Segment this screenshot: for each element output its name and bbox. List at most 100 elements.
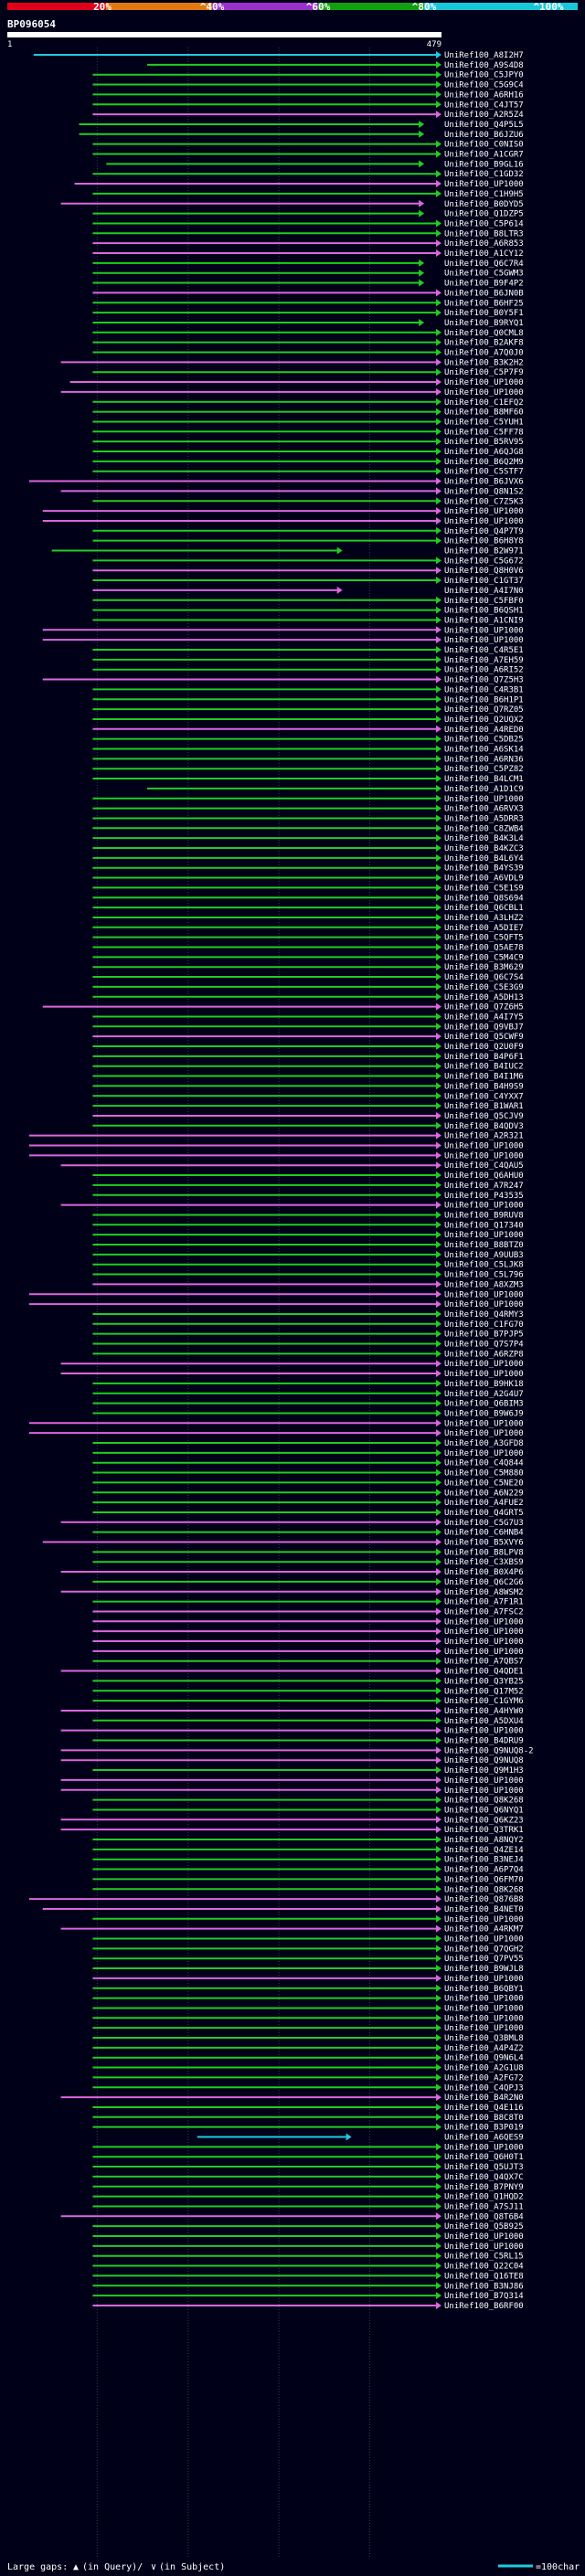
hit-name[interactable]: UniRef100_Q16TE8 bbox=[444, 2272, 524, 2281]
hit-name[interactable]: UniRef100_Q6AHU0 bbox=[444, 1171, 524, 1181]
hit-name[interactable]: UniRef100_Q4QX7C bbox=[444, 2173, 524, 2182]
hit-name[interactable]: UniRef100_Q8K268 bbox=[444, 1885, 524, 1894]
hit-name[interactable]: UniRef100_C1H9H5 bbox=[444, 190, 524, 199]
hit-name[interactable]: UniRef100_A5DXU4 bbox=[444, 1717, 524, 1726]
hit-name[interactable]: UniRef100_UP1000 bbox=[444, 1290, 524, 1299]
hit-name[interactable]: UniRef100_B8LPV8 bbox=[444, 1548, 524, 1557]
hit-name[interactable]: UniRef100_B2W971 bbox=[444, 547, 524, 557]
hit-name[interactable]: UniRef100_C5G672 bbox=[444, 557, 524, 566]
hit-name[interactable]: UniRef100_A2R321 bbox=[444, 1132, 524, 1141]
hit-name[interactable]: UniRef100_C5E1S9 bbox=[444, 884, 524, 893]
hit-name[interactable]: UniRef100_A8NQY2 bbox=[444, 1836, 524, 1845]
hit-name[interactable]: UniRef100_C6HNB4 bbox=[444, 1529, 524, 1538]
hit-name[interactable]: UniRef100_C1EFQ2 bbox=[444, 398, 524, 408]
hit-name[interactable]: UniRef100_A1CGR7 bbox=[444, 151, 524, 160]
hit-name[interactable]: UniRef100_B4H9S9 bbox=[444, 1082, 524, 1091]
hit-name[interactable]: UniRef100_Q9N6L4 bbox=[444, 2054, 524, 2063]
hit-name[interactable]: UniRef100_A4FUE2 bbox=[444, 1499, 524, 1508]
hit-name[interactable]: UniRef100_Q9NUQ8 bbox=[444, 1756, 524, 1765]
hit-name[interactable]: UniRef100_C5LJK8 bbox=[444, 1261, 524, 1270]
hit-name[interactable]: UniRef100_Q6NYQ1 bbox=[444, 1806, 524, 1815]
hit-name[interactable]: UniRef100_B9W6J9 bbox=[444, 1409, 524, 1418]
hit-name[interactable]: UniRef100_Q7Z6H5 bbox=[444, 1003, 524, 1012]
hit-name[interactable]: UniRef100_UP1000 bbox=[444, 2004, 524, 2013]
hit-name[interactable]: UniRef100_C5P7F9 bbox=[444, 368, 524, 377]
hit-name[interactable]: UniRef100_C5G7U3 bbox=[444, 1519, 524, 1528]
hit-name[interactable]: UniRef100_B8C8T0 bbox=[444, 2114, 524, 2123]
hit-name[interactable]: UniRef100_Q9NUQ8-2 bbox=[444, 1746, 534, 1755]
hit-name[interactable]: UniRef100_UP1000 bbox=[444, 2232, 524, 2242]
hit-name[interactable]: UniRef100_C4YXX7 bbox=[444, 1092, 524, 1101]
hit-name[interactable]: UniRef100_A6RVX3 bbox=[444, 805, 524, 814]
hit-name[interactable]: UniRef100_A6R853 bbox=[444, 239, 524, 249]
hit-name[interactable]: UniRef100_B7PNY9 bbox=[444, 2183, 524, 2192]
hit-name[interactable]: UniRef100_A1CNI9 bbox=[444, 616, 524, 625]
hit-name[interactable]: UniRef100_Q5CJV9 bbox=[444, 1112, 524, 1121]
hit-name[interactable]: UniRef100_UP1000 bbox=[444, 2014, 524, 2023]
hit-name[interactable]: UniRef100_A7R247 bbox=[444, 1182, 524, 1191]
hit-name[interactable]: UniRef100_UP1000 bbox=[444, 1202, 524, 1211]
hit-name[interactable]: UniRef100_Q8S694 bbox=[444, 894, 524, 903]
hit-name[interactable]: UniRef100_Q3TRK1 bbox=[444, 1826, 524, 1835]
hit-name[interactable]: UniRef100_C5FBF0 bbox=[444, 597, 524, 606]
hit-name[interactable]: UniRef100_C5G9C4 bbox=[444, 81, 524, 90]
hit-name[interactable]: UniRef100_C7Z5K3 bbox=[444, 497, 524, 506]
hit-name[interactable]: UniRef100_Q5B925 bbox=[444, 2222, 524, 2231]
hit-name[interactable]: UniRef100_B8MF60 bbox=[444, 408, 524, 418]
hit-name[interactable]: UniRef100_C5YUH1 bbox=[444, 418, 524, 427]
hit-name[interactable]: UniRef100_B4QDV3 bbox=[444, 1122, 524, 1131]
hit-name[interactable]: UniRef100_C1GT37 bbox=[444, 577, 524, 586]
hit-name[interactable]: UniRef100_Q6H0T1 bbox=[444, 2153, 524, 2162]
hit-name[interactable]: UniRef100_UP1000 bbox=[444, 378, 524, 387]
hit-name[interactable]: UniRef100_B6JVX6 bbox=[444, 478, 524, 487]
hit-name[interactable]: UniRef100_B9RYQ1 bbox=[444, 319, 524, 328]
hit-name[interactable]: UniRef100_A7QBS7 bbox=[444, 1658, 524, 1667]
hit-name[interactable]: UniRef100_A6RZP8 bbox=[444, 1350, 524, 1359]
hit-name[interactable]: UniRef100_A3GFD8 bbox=[444, 1439, 524, 1448]
hit-name[interactable]: UniRef100_B6H8Y8 bbox=[444, 537, 524, 546]
hit-name[interactable]: UniRef100_UP1000 bbox=[444, 1727, 524, 1736]
hit-name[interactable]: UniRef100_B0X4P6 bbox=[444, 1568, 524, 1577]
hit-name[interactable]: UniRef100_A6VDL9 bbox=[444, 875, 524, 884]
hit-name[interactable]: UniRef100_UP1000 bbox=[444, 1995, 524, 2004]
hit-name[interactable]: UniRef100_B6H1P1 bbox=[444, 695, 524, 705]
hit-name[interactable]: UniRef100_Q8N1S2 bbox=[444, 487, 524, 496]
hit-name[interactable]: UniRef100_B3K2H2 bbox=[444, 358, 524, 367]
hit-name[interactable]: UniRef100_C5DB25 bbox=[444, 736, 524, 745]
hit-name[interactable]: UniRef100_Q4ZE14 bbox=[444, 1846, 524, 1855]
hit-name[interactable]: UniRef100_A4I7Y5 bbox=[444, 1012, 524, 1022]
hit-name[interactable]: UniRef100_A6SK14 bbox=[444, 746, 524, 755]
hit-name[interactable]: UniRef100_Q5CWF9 bbox=[444, 1033, 524, 1042]
hit-name[interactable]: UniRef100_B6QSH1 bbox=[444, 607, 524, 616]
hit-name[interactable]: UniRef100_A5DRR3 bbox=[444, 814, 524, 823]
hit-name[interactable]: UniRef100_A7F1R1 bbox=[444, 1598, 524, 1607]
hit-name[interactable]: UniRef100_UP1000 bbox=[444, 1935, 524, 1945]
hit-name[interactable]: UniRef100_C4JT57 bbox=[444, 101, 524, 110]
hit-name[interactable]: UniRef100_B5RV95 bbox=[444, 438, 524, 447]
hit-name[interactable]: UniRef100_B9GL16 bbox=[444, 160, 524, 169]
hit-name[interactable]: UniRef100_A4RKM7 bbox=[444, 1925, 524, 1935]
hit-name[interactable]: UniRef100_UP1000 bbox=[444, 1231, 524, 1240]
hit-name[interactable]: UniRef100_UP1000 bbox=[444, 517, 524, 526]
hit-name[interactable]: UniRef100_A4HYW0 bbox=[444, 1707, 524, 1716]
hit-name[interactable]: UniRef100_UP1000 bbox=[444, 388, 524, 398]
hit-name[interactable]: UniRef100_C8ZWB4 bbox=[444, 824, 524, 833]
hit-name[interactable]: UniRef100_Q1HQD2 bbox=[444, 2193, 524, 2202]
hit-name[interactable]: UniRef100_A7FSC2 bbox=[444, 1607, 524, 1617]
hit-name[interactable]: UniRef100_C5FF78 bbox=[444, 428, 524, 437]
hit-name[interactable]: UniRef100_C5RL15 bbox=[444, 2253, 524, 2262]
hit-name[interactable]: UniRef100_A1D1C9 bbox=[444, 785, 524, 794]
hit-name[interactable]: UniRef100_Q7PV55 bbox=[444, 1955, 524, 1964]
hit-name[interactable]: UniRef100_A6RN36 bbox=[444, 755, 524, 764]
hit-name[interactable]: UniRef100_A6RH16 bbox=[444, 90, 524, 100]
hit-name[interactable]: UniRef100_B4NET0 bbox=[444, 1905, 524, 1914]
hit-name[interactable]: UniRef100_Q876B8 bbox=[444, 1895, 524, 1904]
hit-name[interactable]: UniRef100_UP1000 bbox=[444, 626, 524, 635]
hit-name[interactable]: UniRef100_A6P7Q4 bbox=[444, 1866, 524, 1875]
hit-name[interactable]: UniRef100_Q8K268 bbox=[444, 1797, 524, 1806]
hit-name[interactable]: UniRef100_A4RED0 bbox=[444, 726, 524, 735]
hit-name[interactable]: UniRef100_UP1000 bbox=[444, 795, 524, 804]
hit-name[interactable]: UniRef100_B4I1M6 bbox=[444, 1073, 524, 1082]
hit-name[interactable]: UniRef100_Q4QDE1 bbox=[444, 1668, 524, 1677]
hit-name[interactable]: UniRef100_B4KZC3 bbox=[444, 844, 524, 853]
